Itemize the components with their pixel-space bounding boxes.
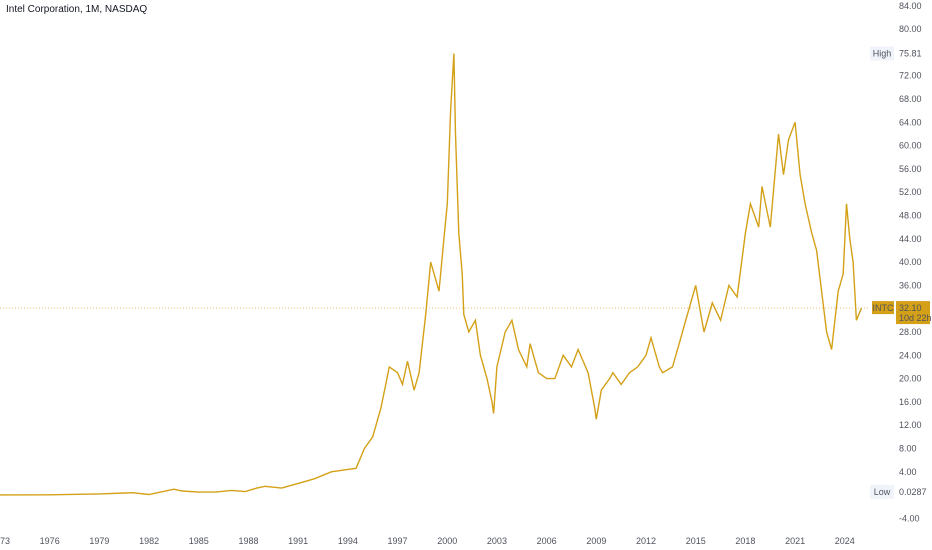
x-tick-label: 1979 <box>89 536 109 546</box>
y-tick-label: 44.00 <box>899 234 922 244</box>
high-label-box <box>870 46 894 61</box>
chart-title: Intel Corporation, 1M, NASDAQ <box>6 4 148 15</box>
countdown-text: 10d 22h <box>899 313 932 323</box>
high-label: High <box>873 49 892 59</box>
x-axis: 1973 1976 1979 1982 1985 1988 1991 1994 1997 2000… <box>0 536 855 546</box>
x-tick-label: 1985 <box>189 536 209 546</box>
last-price-tag <box>896 301 930 325</box>
y-tick-label: 28.00 <box>899 327 922 337</box>
x-tick-label: 2006 <box>537 536 557 546</box>
last-price-text: 32.10 <box>899 303 922 313</box>
x-tick-label: 1982 <box>139 536 159 546</box>
low-label: Low <box>874 487 891 497</box>
x-tick-label: 1994 <box>338 536 358 546</box>
y-tick-label: 68.00 <box>899 94 922 104</box>
y-tick-label: 20.00 <box>899 374 922 384</box>
y-tick-label: 60.00 <box>899 141 922 151</box>
y-tick-label: 24.00 <box>899 350 922 360</box>
x-tick-label: 1997 <box>388 536 408 546</box>
x-tick-label: 2012 <box>636 536 656 546</box>
x-tick-label: 2018 <box>735 536 755 546</box>
y-tick-label: 40.00 <box>899 257 922 267</box>
low-value: 0.0287 <box>899 487 927 497</box>
y-tick-label: 64.00 <box>899 117 922 127</box>
y-tick-label: -4.00 <box>899 513 920 523</box>
x-tick-label: 2000 <box>437 536 457 546</box>
y-tick-label: 4.00 <box>899 467 917 477</box>
y-tick-label: 12.00 <box>899 420 922 430</box>
symbol-tag <box>872 301 894 315</box>
x-tick-label: 2024 <box>835 536 855 546</box>
price-series-line <box>0 53 863 496</box>
x-tick-label: 1988 <box>238 536 258 546</box>
symbol-tag-text: INTC <box>873 303 894 313</box>
y-tick-label: 16.00 <box>899 397 922 407</box>
y-tick-label: 48.00 <box>899 210 922 220</box>
y-tick-label: 84.00 <box>899 1 922 11</box>
x-tick-label: 1991 <box>288 536 308 546</box>
x-tick-label: 1976 <box>40 536 60 546</box>
x-tick-label: 2009 <box>586 536 606 546</box>
y-tick-label: 56.00 <box>899 164 922 174</box>
low-label-box <box>870 484 894 499</box>
y-tick-label: 52.00 <box>899 187 922 197</box>
high-value: 75.81 <box>899 49 922 59</box>
x-tick-label: 2021 <box>785 536 805 546</box>
y-tick-label: 8.00 <box>899 443 917 453</box>
y-tick-label: 36.00 <box>899 280 922 290</box>
y-axis: -4.00 4.00 8.00 12.00 16.00 20.00 24.00 28.00 36… <box>899 1 922 524</box>
x-tick-label: 2003 <box>487 536 507 546</box>
y-tick-label: 72.00 <box>899 71 922 81</box>
y-tick-label: 80.00 <box>899 24 922 34</box>
x-tick-label: 1973 <box>0 536 10 546</box>
x-tick-label: 2015 <box>686 536 706 546</box>
